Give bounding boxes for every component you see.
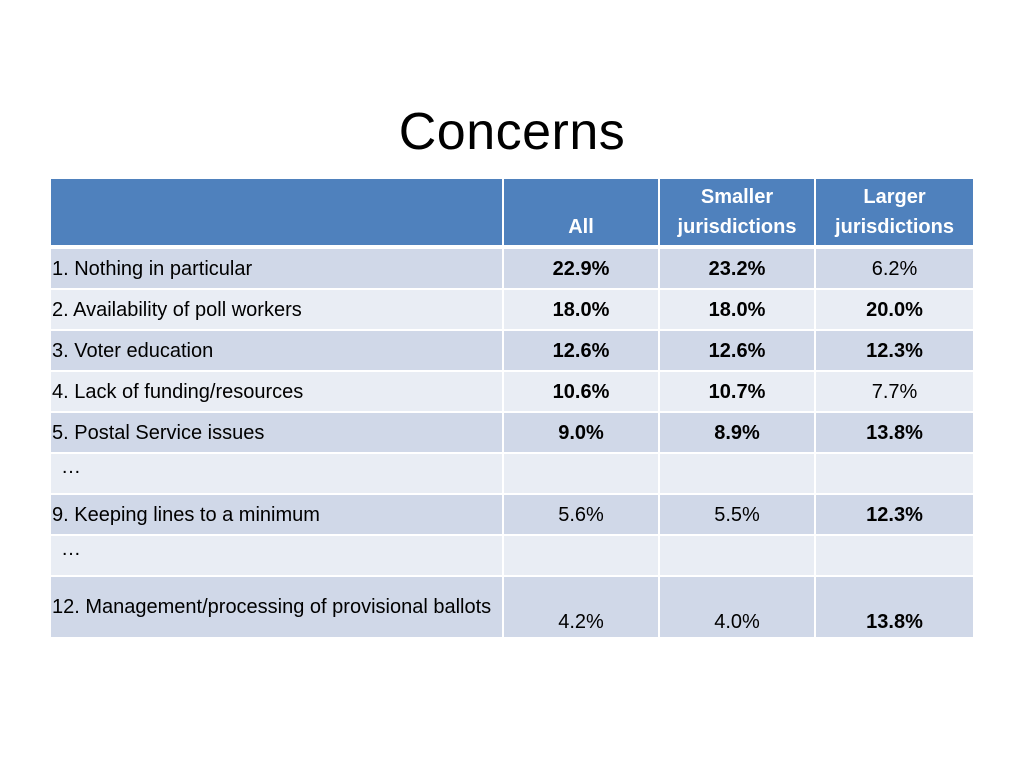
concerns-table-container: All Smaller jurisdictions Larger jurisdi… bbox=[51, 179, 973, 639]
value-all: 9.0% bbox=[504, 413, 660, 454]
value-smaller-jurisdictions: 12.6% bbox=[660, 331, 816, 372]
table-row: … bbox=[51, 536, 973, 577]
value-larger-jurisdictions: 20.0% bbox=[816, 290, 973, 331]
value-larger-jurisdictions: 12.3% bbox=[816, 331, 973, 372]
value-larger-jurisdictions bbox=[816, 454, 973, 495]
table-header: All Smaller jurisdictions Larger jurisdi… bbox=[51, 179, 973, 249]
value-smaller-jurisdictions: 5.5% bbox=[660, 495, 816, 536]
table-row: 1. Nothing in particular 22.9% 23.2% 6.2% bbox=[51, 249, 973, 290]
concern-label: 2. Availability of poll workers bbox=[51, 290, 504, 331]
value-smaller-jurisdictions: 10.7% bbox=[660, 372, 816, 413]
table-row: 12. Management/processing of provisional… bbox=[51, 577, 973, 639]
table-row: 2. Availability of poll workers 18.0% 18.0… bbox=[51, 290, 973, 331]
table-row: 4. Lack of funding/resources 10.6% 10.7% 7.… bbox=[51, 372, 973, 413]
table-body: 1. Nothing in particular 22.9% 23.2% 6.2% 2.… bbox=[51, 249, 973, 639]
value-smaller-jurisdictions: 23.2% bbox=[660, 249, 816, 290]
header-all: All bbox=[504, 179, 660, 249]
value-smaller-jurisdictions bbox=[660, 454, 816, 495]
concerns-table: All Smaller jurisdictions Larger jurisdi… bbox=[51, 179, 973, 639]
omitted-rows-ellipsis: … bbox=[51, 454, 504, 495]
value-smaller-jurisdictions: 18.0% bbox=[660, 290, 816, 331]
table-row: … bbox=[51, 454, 973, 495]
header-larger-jurisdictions: Larger jurisdictions bbox=[816, 179, 973, 249]
value-all: 22.9% bbox=[504, 249, 660, 290]
value-smaller-jurisdictions bbox=[660, 536, 816, 577]
header-concern bbox=[51, 179, 504, 249]
value-smaller-jurisdictions: 4.0% bbox=[660, 577, 816, 639]
header-row: All Smaller jurisdictions Larger jurisdi… bbox=[51, 179, 973, 249]
value-all: 18.0% bbox=[504, 290, 660, 331]
value-larger-jurisdictions: 12.3% bbox=[816, 495, 973, 536]
value-larger-jurisdictions: 7.7% bbox=[816, 372, 973, 413]
value-all: 12.6% bbox=[504, 331, 660, 372]
concern-label: 9. Keeping lines to a minimum bbox=[51, 495, 504, 536]
value-all: 10.6% bbox=[504, 372, 660, 413]
table-row: 5. Postal Service issues 9.0% 8.9% 13.8% bbox=[51, 413, 973, 454]
omitted-rows-ellipsis: … bbox=[51, 536, 504, 577]
value-all bbox=[504, 536, 660, 577]
value-all bbox=[504, 454, 660, 495]
concern-label: 3. Voter education bbox=[51, 331, 504, 372]
concern-label: 4. Lack of funding/resources bbox=[51, 372, 504, 413]
concern-label: 5. Postal Service issues bbox=[51, 413, 504, 454]
value-larger-jurisdictions: 6.2% bbox=[816, 249, 973, 290]
slide-title: Concerns bbox=[398, 102, 626, 161]
concern-label: 12. Management/processing of provisional… bbox=[51, 577, 504, 639]
value-all: 5.6% bbox=[504, 495, 660, 536]
value-larger-jurisdictions: 13.8% bbox=[816, 413, 973, 454]
table-row: 3. Voter education 12.6% 12.6% 12.3% bbox=[51, 331, 973, 372]
value-larger-jurisdictions bbox=[816, 536, 973, 577]
header-smaller-jurisdictions: Smaller jurisdictions bbox=[660, 179, 816, 249]
table-row: 9. Keeping lines to a minimum 5.6% 5.5% 12.… bbox=[51, 495, 973, 536]
value-smaller-jurisdictions: 8.9% bbox=[660, 413, 816, 454]
concern-label: 1. Nothing in particular bbox=[51, 249, 504, 290]
value-larger-jurisdictions: 13.8% bbox=[816, 577, 973, 639]
value-all: 4.2% bbox=[504, 577, 660, 639]
